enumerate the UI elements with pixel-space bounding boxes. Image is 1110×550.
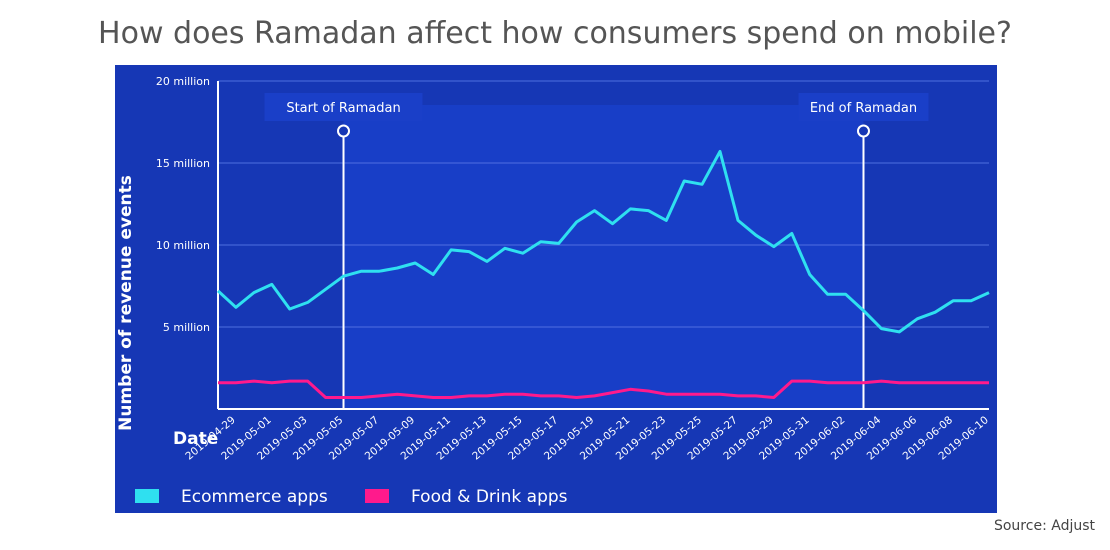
source-credit: Source: Adjust [993, 518, 1095, 534]
chart-panel: 5 million 10 million 15 million 20 million … [115, 65, 997, 513]
x-axis-label: Date [173, 429, 218, 449]
series-lines [216, 150, 990, 399]
series-line-ecommerce-apps [216, 150, 990, 334]
page-title: How does Ramadan affect how consumers sp… [98, 16, 1012, 51]
y-tick-label: 20 million [156, 75, 210, 88]
y-tick-label: 10 million [156, 239, 210, 252]
x-axis-ticks: 2019-04-292019-05-012019-05-032019-05-05… [183, 414, 991, 463]
legend: Ecommerce apps Food & Drink apps [135, 487, 568, 507]
y-axis-ticks: 5 million 10 million 15 million 20 million [156, 75, 210, 334]
ramadan-label: Start of Ramadan [286, 101, 400, 116]
ramadan-label-bg [798, 93, 929, 121]
ramadan-marker-dot [337, 124, 351, 138]
ramadan-band [343, 105, 864, 409]
y-tick-label: 5 million [163, 321, 210, 334]
legend-swatch-food-drink [365, 489, 389, 503]
legend-swatch-ecommerce [135, 489, 159, 503]
gridlines [218, 80, 989, 328]
ramadan-label: End of Ramadan [810, 101, 917, 116]
ramadan-label-bg [264, 93, 423, 121]
y-axis-label: Number of revenue events [116, 175, 136, 431]
ramadan-markers: Start of Ramadan End of Ramadan [264, 93, 929, 409]
legend-label-food-drink: Food & Drink apps [411, 487, 568, 507]
y-tick-label: 15 million [156, 157, 210, 170]
series-line-food-drink-apps [218, 379, 989, 399]
legend-label-ecommerce: Ecommerce apps [181, 487, 328, 507]
ramadan-marker-dot [856, 124, 870, 138]
